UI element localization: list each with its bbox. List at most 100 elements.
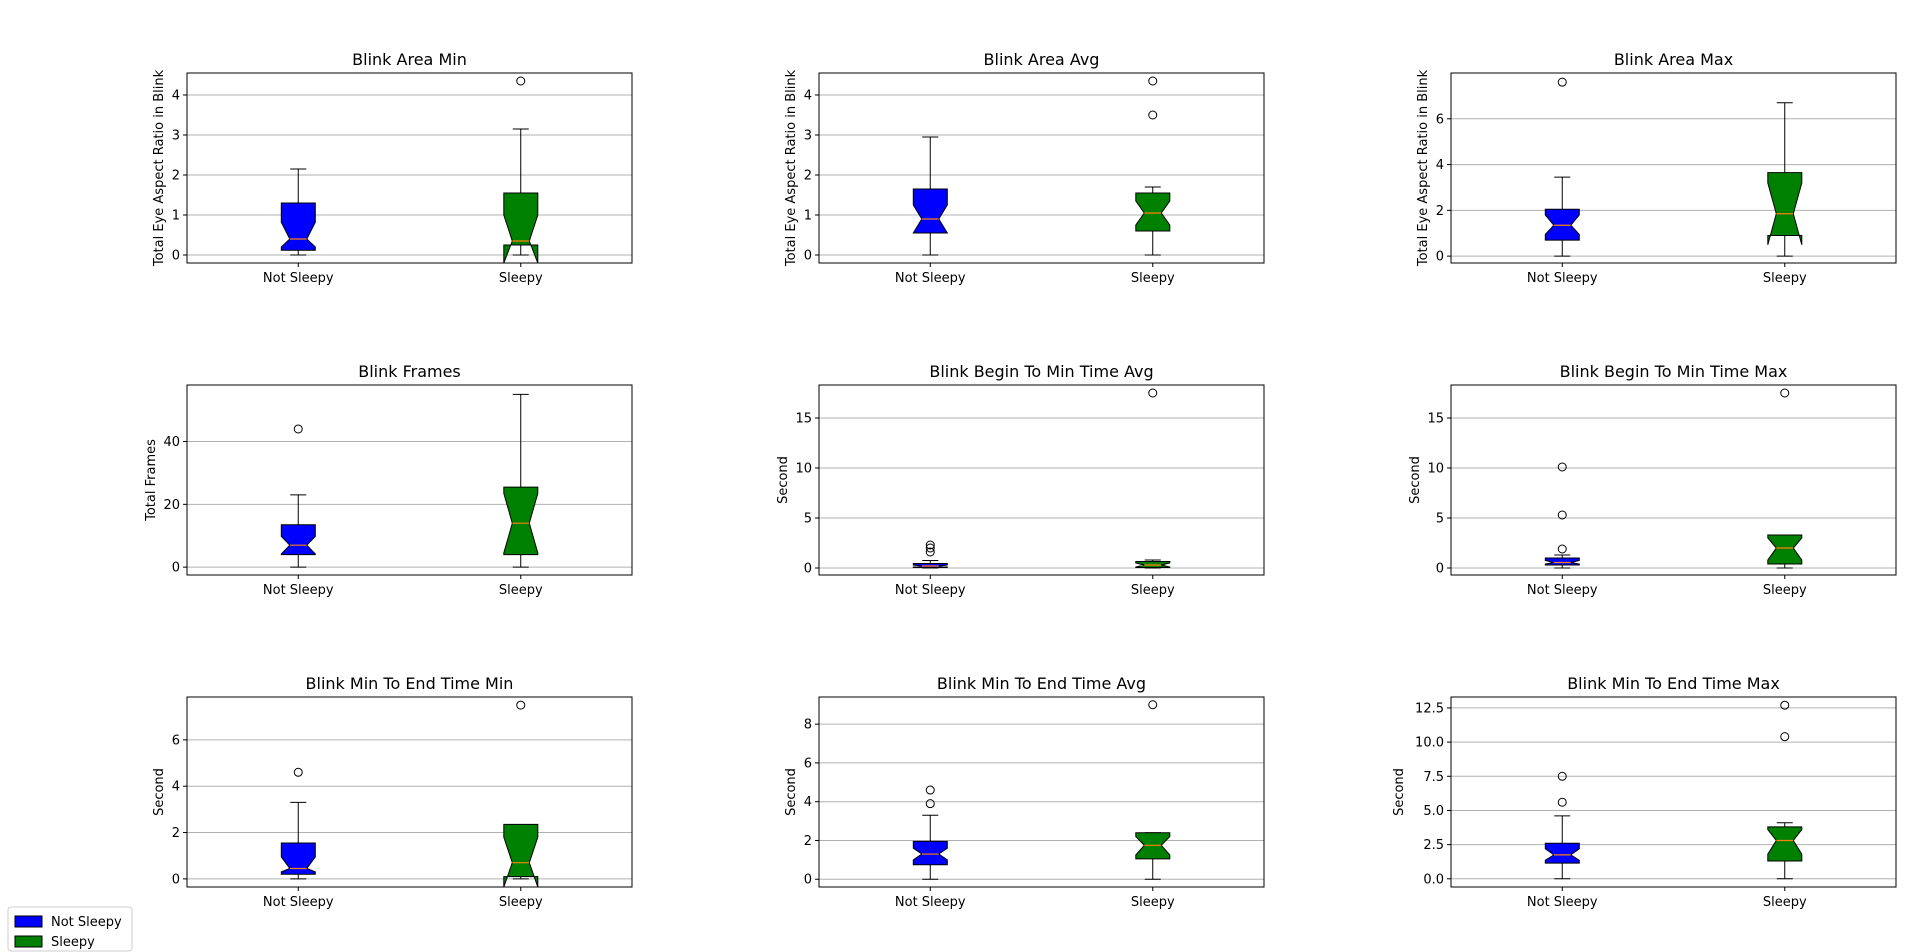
outlier-point: [1780, 388, 1790, 398]
outlier-point: [925, 785, 935, 795]
outlier-point: [1780, 732, 1790, 742]
axes-frame: [186, 696, 633, 888]
chart-title: Blink Area Min: [352, 50, 467, 69]
x-tick-label: Not Sleepy: [1527, 583, 1598, 598]
plot-area: [280, 700, 539, 887]
box-sleepy: [1135, 192, 1171, 232]
y-tick-label: 0: [1436, 250, 1444, 265]
chart-title: Blink Min To End Time Min: [306, 674, 514, 693]
x-tick-label: Not Sleepy: [263, 271, 334, 286]
chart-title: Blink Min To End Time Max: [1567, 674, 1780, 693]
y-tick-label: 8: [804, 718, 812, 733]
y-tick-label: 10: [1427, 462, 1444, 477]
y-tick-label: 0: [172, 872, 180, 887]
box-not-sleepy: [1544, 557, 1580, 566]
outlier-point: [1148, 76, 1158, 86]
y-axis-label: Total Eye Aspect Ratio in Blink: [1416, 69, 1431, 267]
y-tick-label: 15: [795, 412, 812, 427]
y-tick-label: 2: [804, 169, 812, 184]
y-axis-label: Total Eye Aspect Ratio in Blink: [784, 69, 799, 267]
y-tick-label: 2.5: [1423, 838, 1444, 853]
chart-panel: 0 2 4 6 Not Sleepy Sleepy Blink Area Max Total …: [1416, 50, 1897, 286]
x-tick-label: Sleepy: [1763, 271, 1807, 286]
box-not-sleepy: [1544, 842, 1580, 864]
axes-frame: [186, 72, 633, 264]
x-tick-label: Sleepy: [1131, 895, 1175, 910]
y-tick-label: 4: [804, 89, 812, 104]
x-tick-label: Sleepy: [499, 583, 543, 598]
y-axis-label: Second: [1408, 456, 1423, 504]
y-axis-label: Total Eye Aspect Ratio in Blink: [152, 69, 167, 267]
plot-area: [1544, 700, 1803, 880]
legend-label: Not Sleepy: [51, 915, 122, 930]
chart-panel: 0.0 2.5 5.0 7.5 10.0 12.5 Not Sleepy Sleepy Blin…: [1392, 674, 1897, 910]
y-axis-label: Second: [776, 456, 791, 504]
y-tick-label: 20: [163, 498, 180, 513]
y-tick-label: 3: [804, 129, 812, 144]
y-tick-label: 0: [804, 249, 812, 264]
x-tick-label: Sleepy: [1763, 895, 1807, 910]
y-tick-label: 0: [804, 873, 812, 888]
box-sleepy: [1767, 172, 1803, 245]
y-tick-label: 5.0: [1423, 804, 1444, 819]
axes-frame: [818, 384, 1265, 576]
y-axis-label: Second: [784, 768, 799, 816]
plot-area: [912, 700, 1171, 880]
x-tick-label: Sleepy: [1131, 271, 1175, 286]
y-tick-label: 2: [1436, 204, 1444, 219]
y-tick-label: 2: [172, 826, 180, 841]
outlier-point: [1557, 544, 1567, 554]
plot-area: [1544, 77, 1803, 257]
y-axis-label: Total Frames: [144, 439, 159, 522]
y-tick-label: 7.5: [1423, 770, 1444, 785]
y-tick-label: 5: [1436, 512, 1444, 527]
x-tick-label: Not Sleepy: [895, 271, 966, 286]
outlier-point: [925, 547, 935, 557]
y-tick-label: 1: [172, 209, 180, 224]
chart-panel: 0 2 4 6 8 Not Sleepy Sleepy Blink Min To End Ti…: [784, 674, 1265, 910]
legend-swatch: [14, 935, 43, 948]
outlier-point: [1557, 462, 1567, 472]
y-tick-label: 4: [172, 89, 180, 104]
outlier-point: [1148, 110, 1158, 120]
axes-frame: [1450, 384, 1897, 576]
y-axis-label: Second: [1392, 768, 1407, 816]
axes-frame: [186, 384, 633, 576]
y-tick-label: 12.5: [1415, 701, 1444, 716]
box-sleepy: [1767, 534, 1803, 565]
outlier-point: [1148, 700, 1158, 710]
chart-title: Blink Begin To Min Time Avg: [929, 362, 1153, 381]
box-not-sleepy: [280, 842, 316, 875]
outlier-point: [1557, 797, 1567, 807]
outlier-point: [925, 799, 935, 809]
outlier-point: [293, 424, 303, 434]
box-sleepy: [1767, 826, 1803, 862]
y-tick-label: 6: [1436, 112, 1444, 127]
y-tick-label: 40: [163, 435, 180, 450]
box-sleepy: [503, 192, 539, 263]
y-tick-label: 5: [804, 512, 812, 527]
chart-panel: 0 2 4 6 Not Sleepy Sleepy Blink Min To End Tim…: [152, 674, 633, 910]
box-sleepy: [503, 486, 539, 556]
chart-title: Blink Area Max: [1614, 50, 1733, 69]
y-tick-label: 0: [804, 562, 812, 577]
y-tick-label: 0: [172, 249, 180, 264]
box-not-sleepy: [912, 188, 949, 234]
x-tick-label: Not Sleepy: [263, 583, 334, 598]
outlier-point: [1557, 771, 1567, 781]
outlier-point: [1557, 510, 1567, 520]
plot-area: [1544, 388, 1803, 569]
y-tick-label: 4: [804, 795, 812, 810]
axes-frame: [818, 696, 1265, 888]
outlier-point: [293, 767, 303, 777]
y-tick-label: 6: [804, 756, 812, 771]
y-tick-label: 3: [172, 129, 180, 144]
axes-frame: [1450, 72, 1897, 264]
outlier-point: [516, 700, 526, 710]
chart-panel: 0 20 40 Not Sleepy Sleepy Blink Frames Total F…: [144, 362, 633, 598]
box-not-sleepy: [280, 202, 316, 251]
outlier-point: [925, 540, 935, 550]
legend-label: Sleepy: [51, 935, 95, 950]
